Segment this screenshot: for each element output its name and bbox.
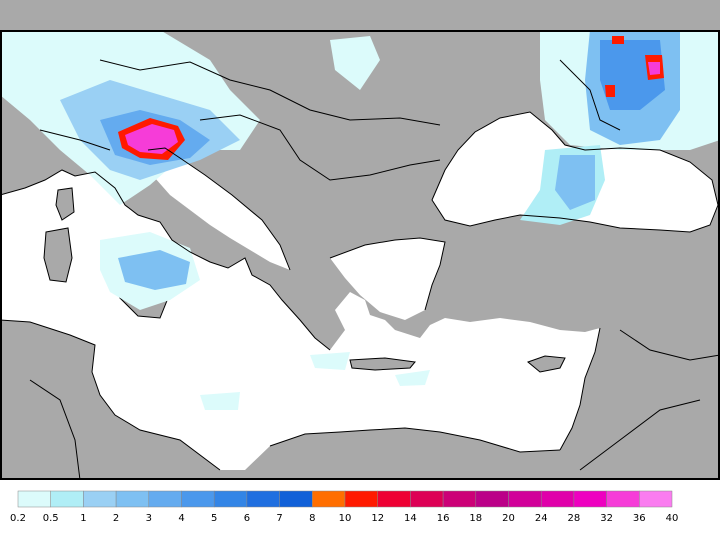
aegean-sea xyxy=(330,238,445,320)
legend-tick-label: 3 xyxy=(146,513,152,524)
map-frame xyxy=(0,30,720,480)
legend-tick-label: 36 xyxy=(633,513,646,524)
legend-color-box xyxy=(213,490,248,508)
legend-tick-label: 8 xyxy=(309,513,315,524)
legend-tick-label: 0.2 xyxy=(10,513,26,524)
legend-tick-label: 10 xyxy=(339,513,352,524)
color-legend: 0.2 0.5 1 2 3 4 5 6 7 8 10 12 14 16 18 20 24 28 32 36 40 xyxy=(10,490,678,524)
legend-tick-label: 40 xyxy=(666,513,679,524)
precipitation-map xyxy=(0,0,720,480)
legend-color-box xyxy=(246,490,280,508)
legend-ticks: 0.2 0.5 1 2 3 4 5 6 7 8 10 12 14 16 18 20 24 28 32 36 40 xyxy=(10,513,678,524)
legend-tick-label: 28 xyxy=(568,513,581,524)
legend-color-box xyxy=(148,490,182,508)
legend-color-box xyxy=(50,490,84,508)
legend-tick-label: 18 xyxy=(469,513,482,524)
legend-tick-label: 14 xyxy=(404,513,417,524)
legend-tick-label: 0.5 xyxy=(43,513,59,524)
legend-color-box xyxy=(475,490,509,508)
legend-tick-label: 2 xyxy=(113,513,119,524)
legend-color-box xyxy=(312,490,346,508)
legend-color-box xyxy=(115,490,150,508)
legend-tick-label: 16 xyxy=(437,513,450,524)
legend-tick-label: 7 xyxy=(276,513,282,524)
legend-boxes xyxy=(17,490,673,508)
legend-color-box xyxy=(410,490,444,508)
legend-color-box xyxy=(377,490,411,508)
legend-tick-label: 24 xyxy=(535,513,548,524)
cyprus-island xyxy=(527,355,566,373)
legend-tick-label: 1 xyxy=(80,513,86,524)
legend-color-box xyxy=(442,490,477,508)
adriatic-sea xyxy=(148,148,290,270)
legend-color-box xyxy=(181,490,215,508)
legend-color-box xyxy=(606,490,640,508)
sardinia-island xyxy=(43,227,73,283)
corsica-island xyxy=(55,187,75,221)
legend-color-box xyxy=(508,490,542,508)
country-borders xyxy=(0,59,720,480)
precipitation-field xyxy=(0,30,720,410)
legend-color-box xyxy=(279,490,313,508)
legend-color-box xyxy=(17,490,51,508)
legend-color-box xyxy=(639,490,673,508)
legend-color-box xyxy=(573,490,607,508)
crete-island xyxy=(349,357,416,371)
legend-color-box xyxy=(540,490,575,508)
legend-tick-label: 20 xyxy=(502,513,515,524)
legend-tick-label: 32 xyxy=(600,513,613,524)
legend-tick-label: 6 xyxy=(244,513,250,524)
legend-color-box xyxy=(83,490,117,508)
legend-tick-label: 4 xyxy=(178,513,184,524)
legend-tick-label: 12 xyxy=(371,513,384,524)
legend-tick-label: 5 xyxy=(211,513,217,524)
legend-color-box xyxy=(344,490,378,508)
